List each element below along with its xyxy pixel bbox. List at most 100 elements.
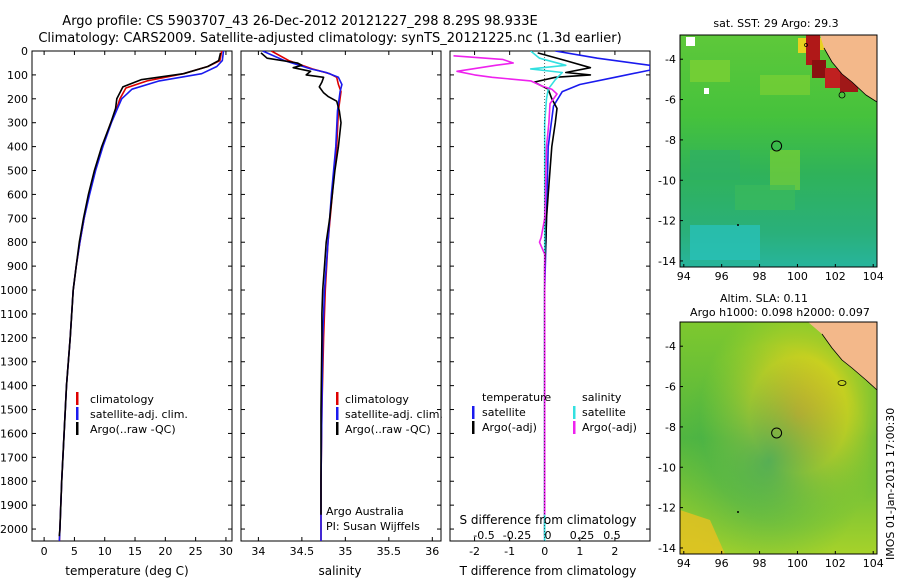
s-tick: 0.25: [570, 529, 595, 542]
x-tick-label: 1: [576, 545, 583, 558]
sst-island: [804, 43, 808, 47]
x-tick-label: 35.5: [377, 545, 402, 558]
legend-swatch-argo: [76, 422, 79, 435]
depth-tick-label: 1500: [0, 404, 28, 417]
x-tick-label: 34: [251, 545, 265, 558]
map-y-tick-label: -10: [658, 174, 676, 187]
series-line-satellite-adj-clim-: [58, 51, 225, 541]
map-x-tick-label: 94: [677, 557, 691, 570]
series-line-temperature-satellite: [543, 51, 650, 541]
depth-tick-label: 2000: [0, 523, 28, 536]
difference-panel: -2 -1 0 1 2 T difference from climatology S …: [449, 50, 651, 578]
depth-tick-label: 1800: [0, 475, 28, 488]
depth-tick-label: 1900: [0, 499, 28, 512]
depth-tick-label: 600: [7, 188, 28, 201]
map-x-tick-label: 98: [753, 270, 767, 283]
s-tick: -0.5: [473, 529, 494, 542]
figure-title-line1: Argo profile: CS 5903707_43 26-Dec-2012 …: [62, 14, 537, 29]
s-tick: 0: [545, 529, 552, 542]
depth-tick-label: 500: [7, 165, 28, 178]
series-line-climatology: [271, 51, 342, 541]
x-tick-label: 15: [128, 545, 142, 558]
sla-warm-corner: [680, 510, 725, 554]
depth-axis-ticks: 0 100 200 300 400 500 600 700 800 900 1000 1100 1200…: [0, 45, 232, 536]
temperature-frame: [31, 50, 233, 542]
series-line-temperature-argo-adj-: [533, 52, 592, 537]
salinity-legend: climatology satellite-adj. clim. Argo(..…: [336, 392, 443, 436]
sst-hot-cell: [812, 60, 826, 78]
sla-map-title-line1: Altim. SLA: 0.11: [720, 292, 808, 305]
s-difference-scale: -0.5 -0.25 0 0.25 0.5: [473, 529, 620, 542]
legend-label-t-satellite: satellite: [482, 406, 526, 419]
legend-swatch-t-satellite: [472, 406, 475, 419]
sla-island: [737, 511, 739, 513]
depth-tick-label: 1400: [0, 380, 28, 393]
x-tick-label: 20: [158, 545, 172, 558]
difference-lines: [453, 51, 650, 541]
sst-hot-cell: [825, 68, 843, 88]
depth-tick-label: 1700: [0, 451, 28, 464]
legend-swatch-t-argo: [472, 421, 475, 434]
sst-warm-patch: [690, 60, 730, 82]
figure-title-line2: Climatology: CARS2009. Satellite-adjuste…: [38, 31, 621, 46]
credit-line1: Argo Australia: [326, 505, 404, 518]
sst-map-ticks: 94 96 98 100 102 104 -4 -6 -8 -10 -12 -14: [658, 53, 884, 283]
map-y-tick-label: -8: [665, 421, 676, 434]
depth-tick-label: 200: [7, 93, 28, 106]
sst-hot-cell: [798, 38, 806, 53]
map-x-tick-label: 104: [863, 270, 884, 283]
x-tick-label: -2: [469, 545, 480, 558]
series-line-satellite-adj-clim-: [262, 51, 343, 541]
series-line-salinity-argo-adj-: [453, 55, 558, 515]
argo-float-marker: [771, 140, 783, 152]
legend-swatch-satellite: [336, 407, 339, 420]
temperature-lines: [58, 51, 225, 541]
sla-map-panel: Altim. SLA: 0.11 Argo h1000: 0.098 h2000…: [658, 292, 884, 570]
series-line-argo-raw-qc-: [260, 52, 342, 515]
map-y-tick-label: -4: [665, 53, 676, 66]
map-y-tick-label: -10: [658, 461, 676, 474]
legend-label-climatology: climatology: [345, 393, 409, 406]
salinity-xlabel: salinity: [318, 564, 361, 578]
x-tick-label: 36: [425, 545, 439, 558]
imos-timestamp: IMOS 01-Jan-2013 17:00:30: [884, 408, 897, 560]
sst-map-frame: [679, 34, 878, 268]
depth-tick-label: 300: [7, 117, 28, 130]
map-y-tick-label: -6: [665, 381, 676, 394]
depth-tick-label: 900: [7, 260, 28, 273]
map-x-tick-label: 100: [787, 270, 808, 283]
legend-label-t-argo: Argo(-adj): [482, 421, 537, 434]
map-x-tick-label: 104: [863, 557, 884, 570]
series-line-argo-raw-qc-: [58, 52, 222, 537]
legend-swatch-satellite: [76, 407, 79, 420]
map-x-tick-label: 102: [825, 270, 846, 283]
legend-swatch-climatology: [76, 392, 79, 405]
sla-land-sumatra: [808, 322, 877, 390]
sst-coastline: [823, 47, 878, 103]
map-x-tick-label: 96: [715, 270, 729, 283]
sla-coastline: [821, 333, 878, 391]
legend-label-argo: Argo(..raw -QC): [345, 423, 431, 436]
sst-cool-patch: [690, 225, 760, 260]
legend-swatch-s-satellite: [573, 406, 576, 419]
x-tick-label: 5: [71, 545, 78, 558]
sst-patches: [686, 35, 858, 260]
map-y-tick-label: -6: [665, 94, 676, 107]
sst-missing-cell: [704, 88, 709, 94]
depth-tick-label: 1600: [0, 427, 28, 440]
difference-frame: [449, 50, 651, 542]
map-x-tick-label: 96: [715, 557, 729, 570]
depth-tick-label: 1100: [0, 308, 28, 321]
x-tick-label: 10: [98, 545, 112, 558]
legend-label-argo: Argo(..raw -QC): [90, 423, 176, 436]
difference-legend: temperature salinity satellite Argo(-adj…: [472, 391, 637, 434]
sst-missing-cell: [686, 37, 695, 46]
legend-swatch-argo: [336, 422, 339, 435]
legend-swatch-climatology: [336, 392, 339, 405]
s-tick: -0.25: [503, 529, 531, 542]
sst-map-panel: sat. SST: 29 Argo: 29.3 94 96 98 100 102 104 -…: [658, 17, 884, 283]
sst-cool-patch: [690, 150, 740, 180]
salinity-x-ticks: 34 34.5 35 35.5 36: [251, 51, 439, 558]
map-y-tick-label: -12: [658, 215, 676, 228]
depth-tick-label: 400: [7, 141, 28, 154]
